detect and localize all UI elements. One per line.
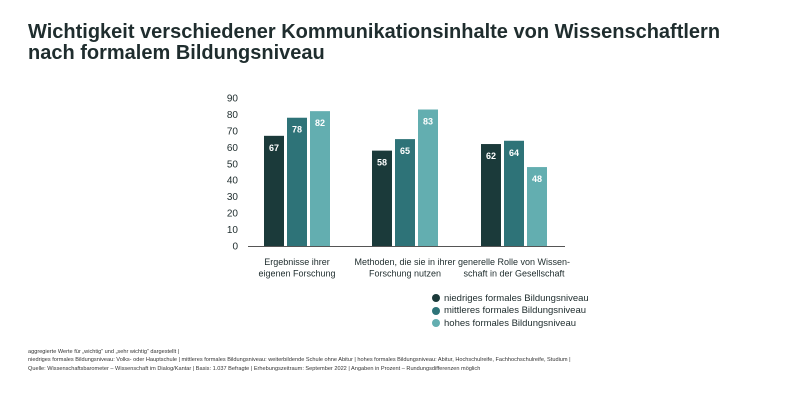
x-axis-labels: Ergebnisse ihrer eigenen Forschung Methode… — [258, 257, 570, 279]
bar — [504, 140, 524, 246]
y-tick-label: 70 — [227, 126, 239, 137]
legend-label-mid: mittleres formales Bildungsniveau — [444, 305, 587, 317]
footnote: aggregierte Werte für „wichtig“ und „seh… — [28, 348, 788, 373]
legend-item-high: hohes formales Bildungsniveau — [432, 317, 589, 330]
bar — [310, 111, 330, 247]
bar — [372, 150, 392, 246]
bar — [287, 117, 307, 246]
y-tick-label: 20 — [227, 209, 239, 220]
legend-swatch-low — [432, 294, 440, 303]
legend-label-low: niedriges formales Bildungsniveau — [444, 292, 589, 304]
x-category-label: Methoden, die sie in ihrer — [354, 257, 455, 267]
y-tick-label: 10 — [227, 225, 239, 236]
chart-title-line-2: nach formalem Bildungsniveau — [28, 42, 325, 64]
legend-item-low: niedriges formales Bildungsniveau — [432, 292, 589, 305]
bar-value-label: 65 — [400, 146, 410, 156]
bar-value-label: 67 — [269, 143, 279, 153]
bar-value-label: 82 — [315, 118, 325, 128]
y-tick-label: 40 — [227, 176, 239, 187]
footnote-line-3: Quelle: Wissenschaftsbarometer – Wissens… — [28, 365, 481, 372]
x-category-label: Forschung nutzen — [369, 269, 441, 279]
y-tick-label: 0 — [232, 242, 238, 253]
legend: niedriges formales Bildungsniveau mittle… — [432, 292, 589, 330]
y-tick-label: 50 — [227, 159, 239, 170]
chart-title-line-1: Wichtigkeit verschiedener Kommunikations… — [28, 21, 721, 43]
x-category-label: eigenen Forschung — [258, 269, 335, 279]
bar-value-label: 78 — [292, 125, 302, 135]
y-axis: 0 10 20 30 40 50 60 70 80 90 — [227, 94, 565, 253]
legend-swatch-mid — [432, 306, 440, 315]
bar-value-label: 62 — [486, 151, 496, 161]
legend-item-mid: mittleres formales Bildungsniveau — [432, 305, 589, 318]
x-category-label: generelle Rolle von Wissen- — [458, 257, 570, 267]
y-tick-label: 90 — [227, 94, 239, 105]
chart-title: Wichtigkeit verschiedener Kommunikations… — [28, 22, 768, 64]
bar-value-label: 64 — [509, 148, 519, 158]
bar — [418, 109, 438, 246]
legend-swatch-high — [432, 319, 440, 328]
bar — [395, 139, 415, 246]
footnote-line-2: niedriges formales Bildungsniveau: Volks… — [28, 357, 571, 364]
bar — [481, 144, 501, 246]
y-tick-label: 60 — [227, 143, 239, 154]
x-category-label: schaft in der Gesellschaft — [463, 269, 565, 279]
footnote-line-1: aggregierte Werte für „wichtig“ und „seh… — [28, 349, 180, 355]
y-tick-label: 30 — [227, 192, 239, 203]
bars: 67 78 82 58 65 83 62 64 48 — [264, 109, 547, 247]
bar-value-label: 83 — [423, 117, 433, 127]
bar-value-label: 48 — [532, 174, 542, 184]
bar-value-label: 58 — [377, 158, 387, 168]
bar — [264, 135, 284, 246]
x-category-label: Ergebnisse ihrer — [264, 257, 330, 267]
legend-label-high: hohes formales Bildungsniveau — [444, 317, 577, 329]
bar — [527, 167, 547, 246]
y-tick-label: 80 — [227, 110, 239, 121]
